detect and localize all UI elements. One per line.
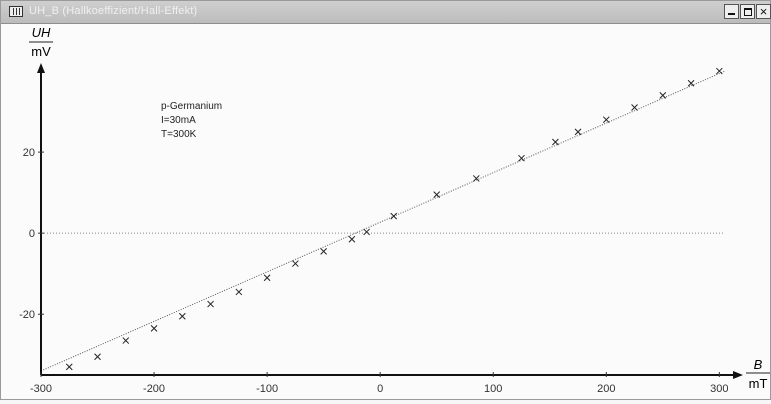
data-point	[65, 363, 73, 371]
title-bar[interactable]: UH_B (Hallkoeffizient/Hall-Effekt)	[1, 1, 771, 24]
fit-line	[40, 70, 726, 372]
data-point	[687, 79, 695, 87]
y-axis-arrow-icon	[37, 63, 45, 73]
x-tick-label: -100	[256, 383, 278, 395]
hall-voltage-chart: UH mV B mT p-Germanium I=30mA T=300K -30…	[19, 25, 770, 395]
data-point	[150, 325, 158, 332]
data-point	[552, 138, 559, 146]
data-point	[472, 175, 480, 182]
data-point	[207, 300, 214, 308]
x-axis-label-quantity: B	[754, 357, 763, 372]
x-tick-label: -300	[30, 383, 52, 395]
data-point	[292, 260, 299, 267]
data-point	[178, 312, 186, 320]
window-title: UH_B (Hallkoeffizient/Hall-Effekt)	[29, 5, 198, 17]
y-axis-label-unit: mV	[31, 44, 51, 59]
annotation-material: p-Germanium	[161, 101, 222, 112]
data-point	[518, 154, 525, 162]
close-button[interactable]	[756, 4, 771, 19]
data-point	[715, 67, 723, 75]
x-tick-label: -200	[143, 383, 165, 395]
y-tick-label: 0	[29, 228, 35, 240]
data-point	[659, 92, 667, 99]
minimize-button[interactable]	[724, 4, 739, 19]
data-point	[348, 235, 356, 243]
annotation-temperature: T=300K	[161, 129, 197, 140]
data-point	[631, 104, 638, 111]
plot-area: UH mV B mT p-Germanium I=30mA T=300K -30…	[1, 23, 770, 399]
x-tick-label: 100	[484, 383, 502, 395]
data-point	[390, 212, 398, 220]
data-point	[122, 337, 130, 344]
x-axis-label-unit: mT	[749, 376, 768, 391]
y-tick-label: -20	[19, 309, 35, 321]
data-point	[363, 228, 370, 236]
y-tick-label: 20	[23, 147, 35, 159]
data-point	[94, 353, 101, 361]
x-axis-arrow-icon	[733, 371, 743, 379]
data-point	[320, 248, 327, 255]
x-tick-label: 200	[597, 383, 615, 395]
data-point	[574, 128, 582, 136]
x-tick-label: 0	[377, 383, 383, 395]
y-axis-label-quantity: UH	[32, 25, 51, 40]
data-point	[433, 191, 441, 199]
maximize-button[interactable]	[740, 4, 755, 19]
data-point	[263, 274, 271, 282]
data-point	[235, 288, 243, 296]
data-point	[602, 116, 610, 124]
app-icon[interactable]	[9, 6, 23, 17]
annotation-current: I=30mA	[161, 115, 196, 126]
x-tick-label: 300	[710, 383, 728, 395]
